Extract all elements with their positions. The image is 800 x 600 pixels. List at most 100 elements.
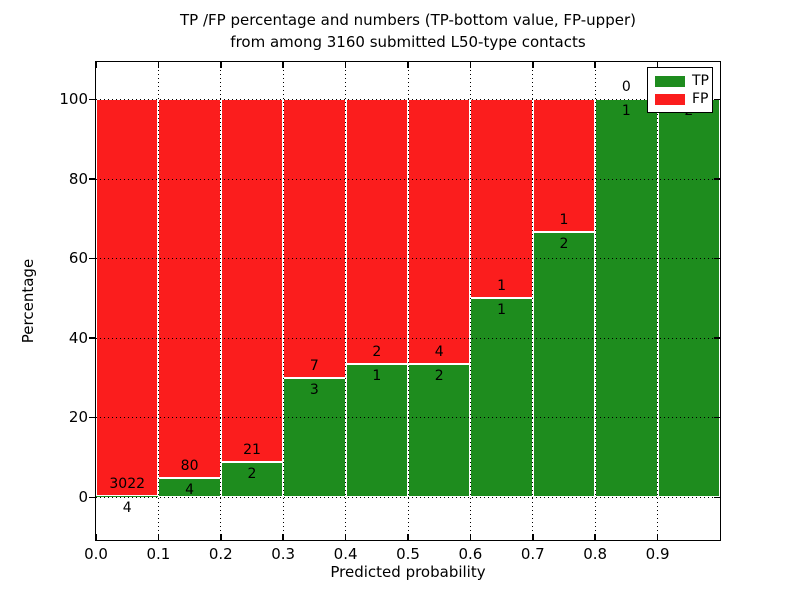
legend: TP FP (647, 67, 713, 113)
y-tick-mark (89, 178, 95, 180)
v-gridline (532, 62, 534, 540)
bar-segment-fp (532, 99, 596, 232)
tp-count-label: 2 (559, 235, 569, 252)
fp-count-label: 21 (243, 442, 261, 459)
y-tick-mark-right (714, 337, 720, 339)
x-tick-label: 0.6 (458, 545, 483, 563)
y-tick-mark (89, 257, 95, 260)
x-tick-mark (656, 534, 659, 540)
fp-count-label: 80 (180, 458, 199, 475)
v-gridline (282, 62, 284, 540)
bar-segment-tp (158, 478, 221, 497)
tp-count-label: 1 (372, 368, 382, 385)
y-tick-mark-right (714, 98, 720, 100)
x-tick-label: 0.8 (583, 545, 608, 563)
bar-segment-fp (283, 99, 346, 378)
x-tick-label: 0.0 (84, 545, 108, 563)
y-tick-label: 80 (68, 169, 88, 188)
tp-count-label: 4 (185, 482, 195, 499)
v-gridline (657, 62, 659, 540)
x-tick-mark (157, 534, 160, 540)
bar-segment-tp (470, 298, 533, 497)
x-tick-mark-top (282, 62, 284, 68)
legend-label-tp: TP (692, 73, 709, 89)
x-tick-label: 0.9 (645, 545, 670, 563)
tp-count-label: 1 (621, 103, 631, 119)
bar-segment-tp (220, 462, 284, 497)
x-tick-mark (532, 534, 534, 540)
y-tick-mark-right (714, 178, 720, 180)
x-tick-mark (344, 534, 347, 540)
fp-count-label: 2 (372, 344, 382, 361)
bar-segment-fp (408, 99, 471, 365)
legend-item-fp: FP (648, 90, 712, 108)
x-tick-mark-top (220, 62, 222, 68)
x-tick-mark (95, 534, 97, 540)
x-tick-mark (282, 534, 284, 540)
bar-segment-fp (220, 99, 284, 463)
v-gridline (157, 62, 159, 540)
tp-count-label: 3 (309, 381, 319, 398)
fp-count-label: 3022 (109, 476, 146, 493)
fp-count-label: 7 (309, 357, 319, 374)
plot-area: 3022480421273214211120102 (89, 61, 721, 541)
x-tick-label: 0.4 (333, 545, 358, 563)
y-tick-mark-right (714, 257, 720, 260)
v-gridline (594, 62, 596, 540)
fp-legend-swatch-icon (655, 94, 685, 105)
chart-title-line2: from among 3160 submitted L50-type conta… (230, 33, 586, 51)
y-axis-label: Percentage (19, 258, 37, 344)
y-tick-mark (89, 496, 95, 498)
y-tick-mark (89, 98, 95, 100)
x-tick-mark-top (344, 62, 347, 68)
v-gridline (345, 62, 347, 540)
x-tick-label: 0.7 (520, 545, 545, 563)
x-tick-label: 0.2 (208, 545, 233, 563)
bar-segment-fp (470, 99, 533, 298)
x-tick-mark-top (532, 62, 534, 68)
bar-segment-tp (345, 364, 408, 497)
v-gridline (469, 62, 471, 540)
x-tick-mark-top (469, 62, 472, 68)
x-tick-mark (220, 534, 222, 540)
bar-segment-tp (408, 364, 471, 497)
chart-title-line1: TP /FP percentage and numbers (TP-bottom… (180, 11, 636, 29)
legend-item-tp: TP (648, 72, 712, 90)
tp-count-label: 1 (497, 302, 507, 318)
y-tick-mark (89, 416, 95, 419)
v-gridline (407, 62, 409, 540)
y-tick-label: 0 (78, 488, 88, 506)
bar-segment-fp (345, 99, 408, 365)
chart-title: TP /FP percentage and numbers (TP-bottom… (96, 9, 720, 53)
tp-count-label: 2 (434, 368, 444, 385)
bar-segment-tp (96, 496, 159, 497)
bar-segment-tp (595, 99, 658, 497)
x-tick-mark-top (656, 62, 659, 68)
x-tick-mark (407, 534, 409, 540)
bar-segment-tp (283, 377, 346, 497)
bar-segment-fp (96, 99, 159, 497)
x-tick-label: 0.5 (396, 545, 420, 563)
y-tick-label: 20 (68, 408, 88, 427)
x-tick-label: 0.3 (271, 545, 296, 563)
x-axis-label: Predicted probability (330, 563, 486, 581)
x-tick-label: 0.1 (146, 545, 171, 563)
fp-count-label: 1 (497, 278, 507, 294)
x-tick-mark-top (157, 62, 160, 68)
x-tick-mark-top (95, 62, 97, 68)
y-tick-mark-right (714, 496, 720, 498)
x-tick-mark-top (407, 62, 409, 68)
y-tick-mark-right (714, 416, 720, 419)
legend-label-fp: FP (692, 91, 709, 107)
fp-count-label: 0 (621, 79, 631, 95)
v-gridline (220, 62, 222, 540)
fp-count-label: 4 (434, 344, 444, 361)
bar-segment-tp (657, 99, 720, 497)
bar-segment-fp (158, 99, 221, 479)
x-tick-mark (594, 534, 596, 540)
y-tick-label: 60 (68, 249, 88, 268)
x-tick-mark (469, 534, 472, 540)
bar-segment-tp (532, 231, 596, 497)
tp-legend-swatch-icon (655, 76, 685, 87)
